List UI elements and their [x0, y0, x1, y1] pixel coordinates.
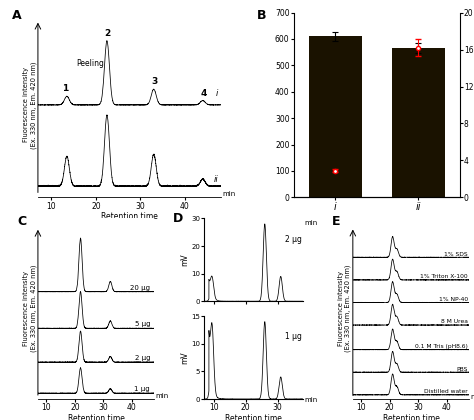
Text: min: min: [304, 220, 317, 226]
Text: 1% Triton X-100: 1% Triton X-100: [420, 274, 468, 279]
Text: 3: 3: [152, 77, 158, 86]
Text: 1 μg: 1 μg: [135, 386, 150, 392]
Text: 1% SDS: 1% SDS: [444, 252, 468, 257]
Y-axis label: Fluorescence intensity
(Ex. 330 nm, Em. 420 nm): Fluorescence intensity (Ex. 330 nm, Em. …: [23, 61, 36, 149]
Text: min: min: [304, 397, 317, 403]
Bar: [392, 48, 445, 197]
Text: E: E: [332, 215, 340, 228]
Text: B: B: [257, 9, 267, 22]
X-axis label: Retention time: Retention time: [225, 414, 282, 420]
Text: ii: ii: [214, 176, 219, 184]
Text: D: D: [173, 212, 182, 225]
Text: Distilled water: Distilled water: [424, 389, 468, 394]
Text: PBS: PBS: [456, 367, 468, 372]
Text: min: min: [470, 394, 474, 399]
Text: C: C: [17, 215, 26, 228]
Text: 2 μg: 2 μg: [135, 355, 150, 361]
Text: 1: 1: [63, 84, 69, 93]
X-axis label: Retention time: Retention time: [383, 414, 439, 420]
Y-axis label: Fluorescence intensity
(Ex. 330 nm, Em. 420 nm): Fluorescence intensity (Ex. 330 nm, Em. …: [23, 265, 36, 352]
Text: 20 μg: 20 μg: [130, 284, 150, 291]
Bar: [309, 37, 362, 197]
X-axis label: Retention time: Retention time: [68, 414, 125, 420]
X-axis label: Retention time: Retention time: [101, 212, 158, 221]
Text: min: min: [222, 191, 235, 197]
Text: min: min: [155, 394, 168, 399]
Text: 2: 2: [105, 29, 111, 38]
Text: 1% NP-40: 1% NP-40: [439, 297, 468, 302]
Text: i: i: [216, 89, 219, 98]
Y-axis label: mV: mV: [181, 254, 190, 266]
Text: 0.1 M Tris (pH8.6): 0.1 M Tris (pH8.6): [415, 344, 468, 349]
Text: A: A: [12, 9, 22, 22]
Text: Peeling: Peeling: [76, 59, 104, 68]
Text: 5 μg: 5 μg: [135, 321, 150, 327]
Y-axis label: Fluorescence intensity
(Ex. 330 nm, Em. 420 nm): Fluorescence intensity (Ex. 330 nm, Em. …: [338, 265, 351, 352]
Text: 4: 4: [201, 89, 207, 98]
Text: 1 μg: 1 μg: [284, 332, 301, 341]
Y-axis label: mV: mV: [181, 351, 190, 364]
Text: 8 M Urea: 8 M Urea: [441, 320, 468, 325]
Text: 2 μg: 2 μg: [284, 235, 301, 244]
